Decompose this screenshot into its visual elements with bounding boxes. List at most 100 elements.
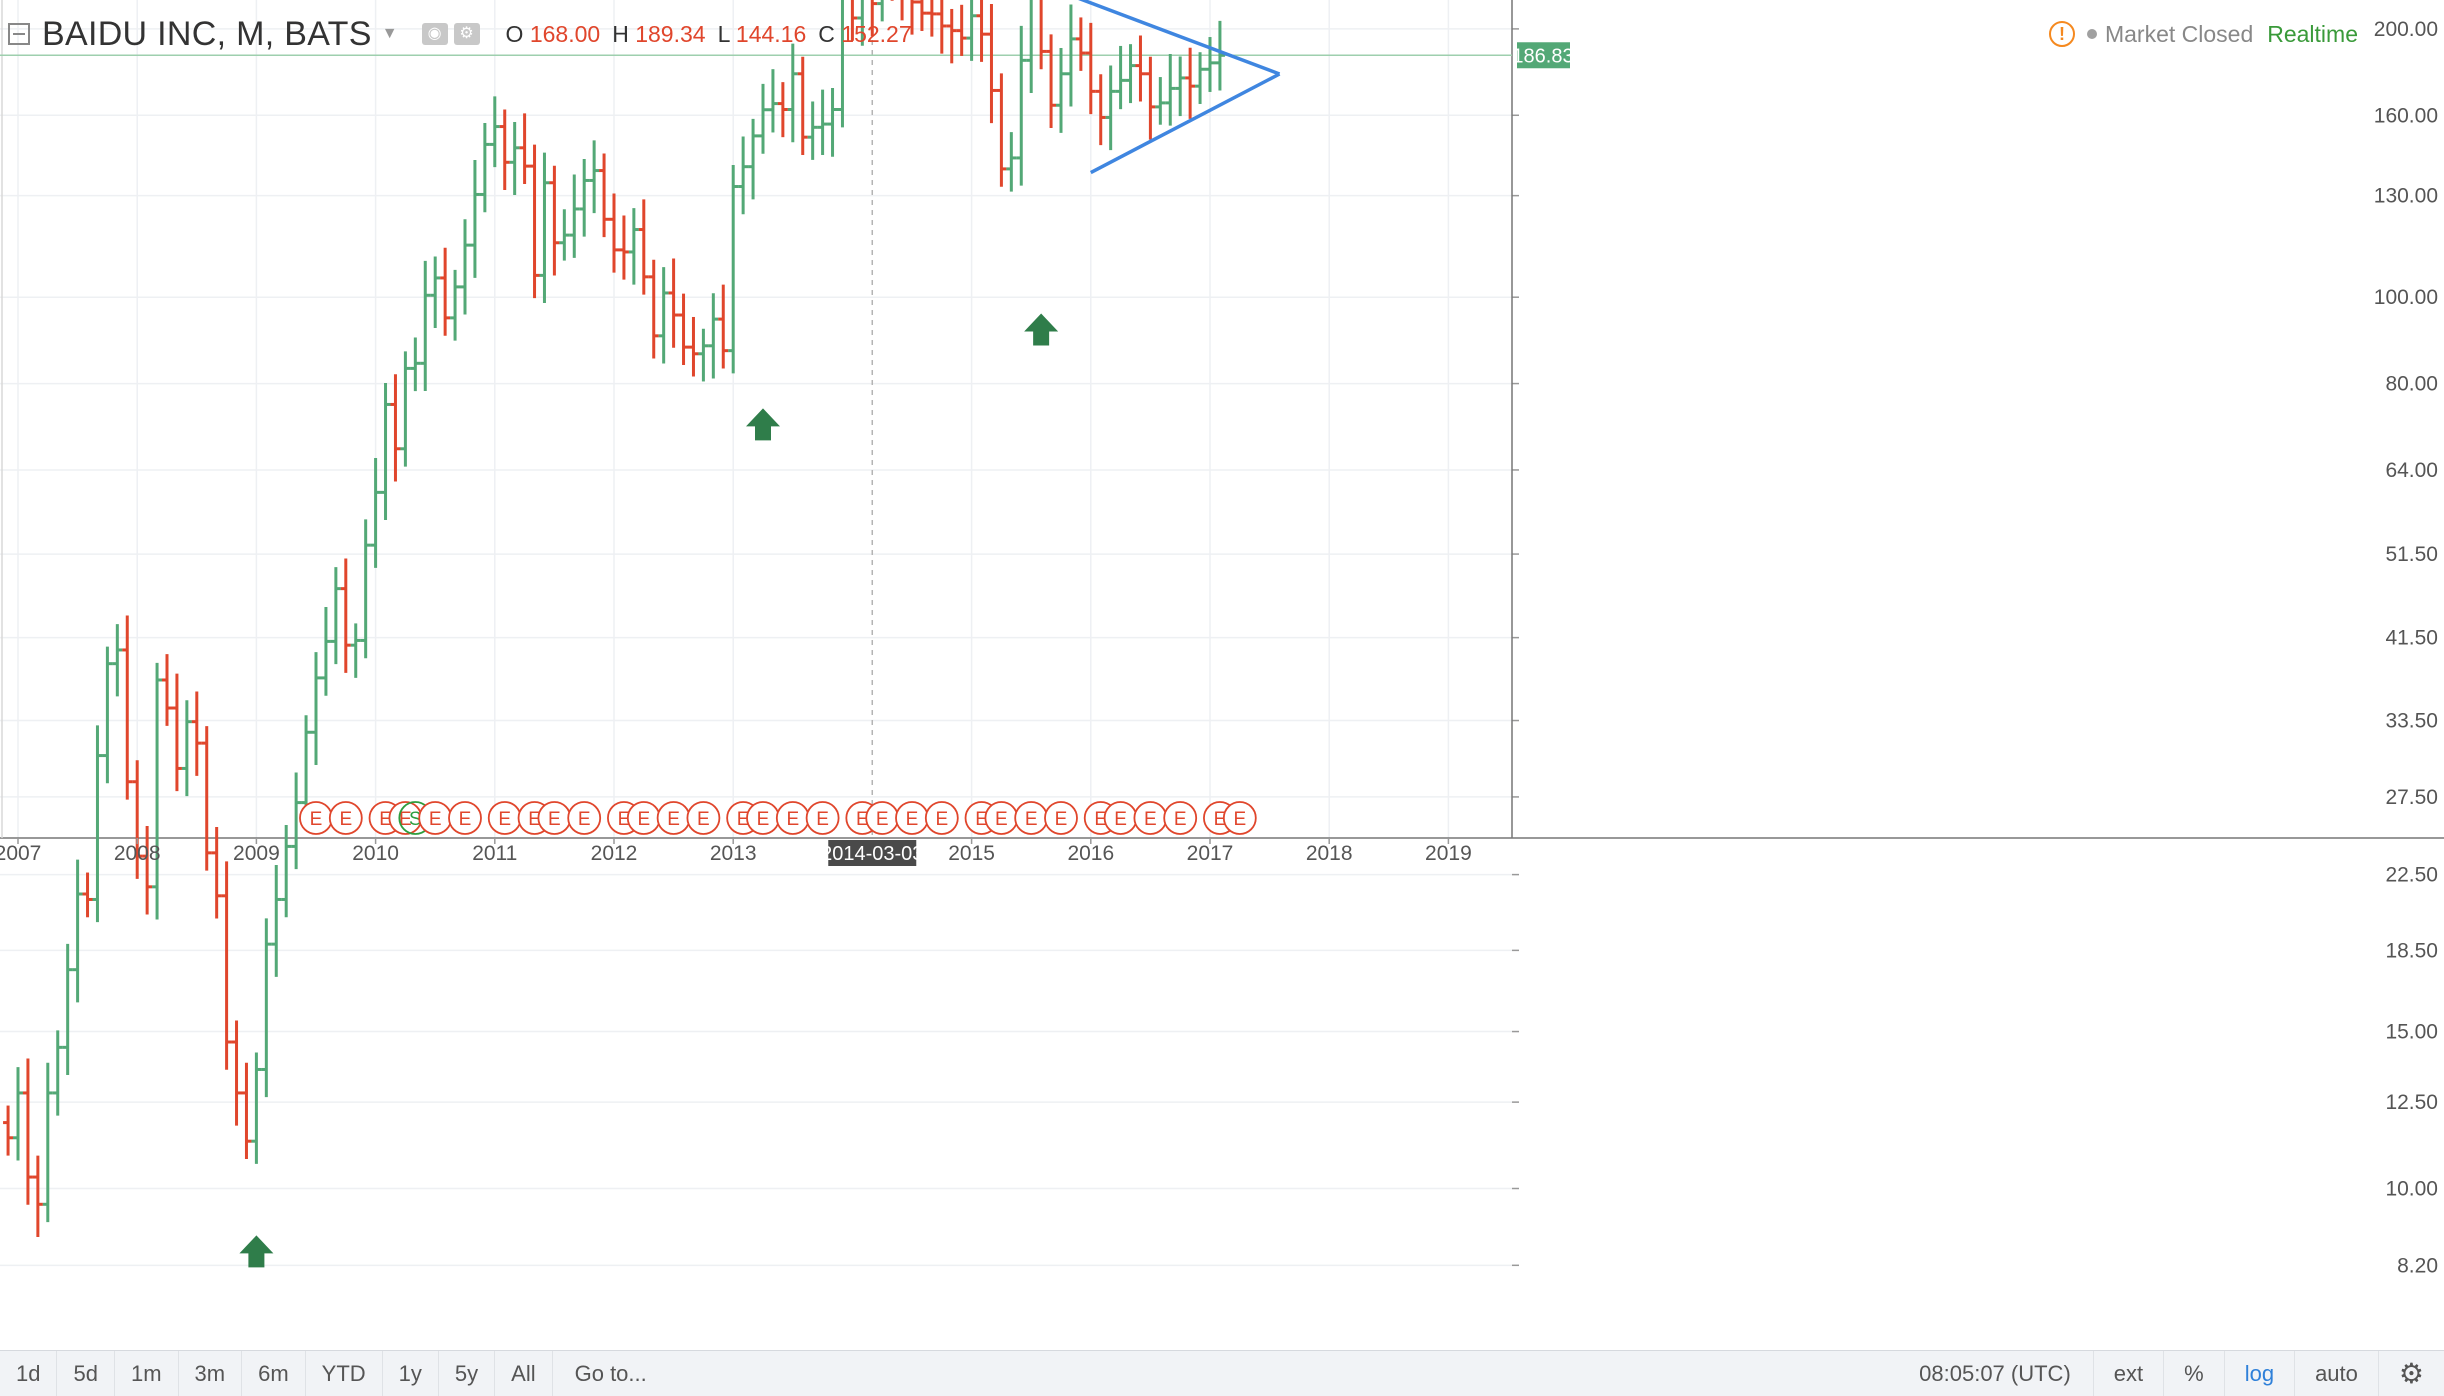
- range-5d-button[interactable]: 5d: [57, 1351, 115, 1396]
- ohlc-bar: [916, 0, 927, 31]
- range-all-button[interactable]: All: [495, 1351, 553, 1396]
- settings-gear-icon[interactable]: ⚙: [2377, 1351, 2444, 1396]
- y-tick-label: 130.00: [2374, 185, 2438, 208]
- event-circle: [448, 801, 482, 835]
- ohlc-bar: [420, 260, 431, 391]
- ohlc-bar: [410, 337, 421, 392]
- ohlc-bar: [132, 760, 143, 879]
- event-label: E: [737, 809, 750, 830]
- earnings-marker[interactable]: E: [686, 801, 721, 835]
- ohlc-bar: [777, 82, 788, 138]
- earnings-marker[interactable]: E: [328, 801, 363, 835]
- percent-toggle[interactable]: %: [2163, 1351, 2224, 1396]
- earnings-marker[interactable]: E: [418, 801, 453, 835]
- ohlc-bar: [539, 152, 550, 304]
- earnings-marker[interactable]: E: [299, 801, 333, 835]
- utc-clock[interactable]: 08:05:07 (UTC): [1919, 1360, 2071, 1386]
- earnings-marker[interactable]: E: [924, 801, 959, 835]
- x-tick-label: 2009: [233, 842, 280, 865]
- ohlc-bar: [857, 0, 864, 46]
- earnings-marker[interactable]: E: [567, 801, 602, 835]
- range-1m-button[interactable]: 1m: [115, 1351, 179, 1396]
- ohlc-bar: [936, 0, 947, 54]
- event-label: E: [429, 809, 442, 830]
- ohlc-bar: [807, 101, 818, 160]
- earnings-marker[interactable]: E: [1133, 801, 1168, 835]
- earnings-marker[interactable]: E: [775, 801, 810, 835]
- ohlc-bar: [360, 519, 371, 659]
- ohlc-bar: [32, 1155, 43, 1237]
- range-3m-button[interactable]: 3m: [179, 1351, 243, 1396]
- ohlc-bar: [837, 0, 844, 128]
- earnings-marker[interactable]: E: [388, 801, 423, 835]
- range-1y-button[interactable]: 1y: [383, 1351, 439, 1396]
- earnings-marker[interactable]: E: [1044, 801, 1078, 835]
- event-label: E: [1174, 809, 1187, 830]
- x-tick-label: 2015: [948, 842, 995, 865]
- event-label: E: [1094, 809, 1107, 830]
- event-label: E: [786, 809, 799, 830]
- event-circle: [1163, 801, 1198, 835]
- ohlc-bar: [599, 153, 610, 238]
- ohlc-bar: [1135, 35, 1146, 102]
- earnings-marker[interactable]: E: [1103, 801, 1138, 835]
- earnings-marker[interactable]: E: [1014, 801, 1049, 835]
- ohlc-bar: [499, 109, 510, 190]
- earnings-marker[interactable]: E: [865, 801, 900, 835]
- earnings-marker[interactable]: E: [805, 801, 840, 835]
- ohlc-open-key: O: [505, 20, 524, 47]
- earnings-marker[interactable]: E: [537, 801, 572, 835]
- event-circle: [805, 801, 840, 835]
- y-tick-label: 18.50: [2385, 939, 2438, 962]
- earnings-marker[interactable]: E: [895, 801, 929, 835]
- ohlc-bar: [330, 567, 341, 665]
- price-chart[interactable]: 8.20 10.00 12.50 15.00 18.50 22.50 27.50 33.50 4…: [0, 0, 2444, 1350]
- earnings-marker[interactable]: E: [1163, 801, 1198, 835]
- warning-icon[interactable]: !: [2048, 21, 2075, 47]
- ohlc-bar: [877, 0, 884, 22]
- ohlc-bar: [1165, 53, 1176, 126]
- range-6m-button[interactable]: 6m: [242, 1351, 306, 1396]
- event-label: E: [618, 809, 631, 830]
- y-tick-label: 15.00: [2385, 1021, 2438, 1044]
- event-circle: [686, 801, 721, 835]
- minimize-icon[interactable]: [8, 23, 30, 45]
- auto-toggle[interactable]: auto: [2294, 1351, 2378, 1396]
- x-tick-label: 2018: [1306, 842, 1353, 865]
- ohlc-bar: [340, 558, 351, 673]
- goto-button[interactable]: Go to...: [574, 1360, 647, 1386]
- y-tick-label: 51.50: [2385, 543, 2438, 566]
- ohlc-bar: [112, 624, 123, 697]
- range-5y-button[interactable]: 5y: [439, 1351, 496, 1396]
- ohlc-bar: [1039, 0, 1047, 70]
- ohlc-bar: [72, 859, 83, 1003]
- earnings-marker[interactable]: E: [1222, 801, 1257, 835]
- ohlc-bar: [668, 258, 679, 348]
- earnings-marker[interactable]: E: [448, 801, 482, 835]
- earnings-marker[interactable]: E: [656, 801, 691, 835]
- range-ytd-button[interactable]: YTD: [306, 1351, 383, 1396]
- ohlc-bar: [678, 293, 689, 365]
- event-label: E: [498, 809, 511, 830]
- ext-toggle[interactable]: ext: [2092, 1351, 2163, 1396]
- event-label: E: [339, 809, 352, 830]
- range-1d-button[interactable]: 1d: [0, 1351, 58, 1396]
- ohlc-bar: [559, 209, 570, 261]
- ohlc-bar: [390, 374, 401, 482]
- earnings-marker[interactable]: E: [984, 801, 1019, 835]
- buy-arrow-icon: [746, 408, 780, 441]
- earnings-marker[interactable]: E: [487, 801, 522, 835]
- ohlc-bar: [589, 140, 600, 214]
- ohlc-bar: [241, 1062, 252, 1160]
- caret-down-icon[interactable]: ▼: [381, 25, 398, 42]
- earnings-marker[interactable]: E: [746, 801, 780, 835]
- symbol-title[interactable]: BAIDU INC, M, BATS: [42, 14, 372, 53]
- log-toggle[interactable]: log: [2223, 1351, 2294, 1396]
- camera-icon[interactable]: ◉: [421, 23, 448, 45]
- earnings-marker[interactable]: E: [626, 801, 661, 835]
- event-label: E: [1214, 809, 1227, 830]
- x-tick-label: 2012: [591, 842, 638, 865]
- x-tick-label: 2008: [114, 842, 161, 865]
- ohlc-bar: [13, 1067, 23, 1161]
- settings-icon[interactable]: ⚙: [453, 23, 480, 45]
